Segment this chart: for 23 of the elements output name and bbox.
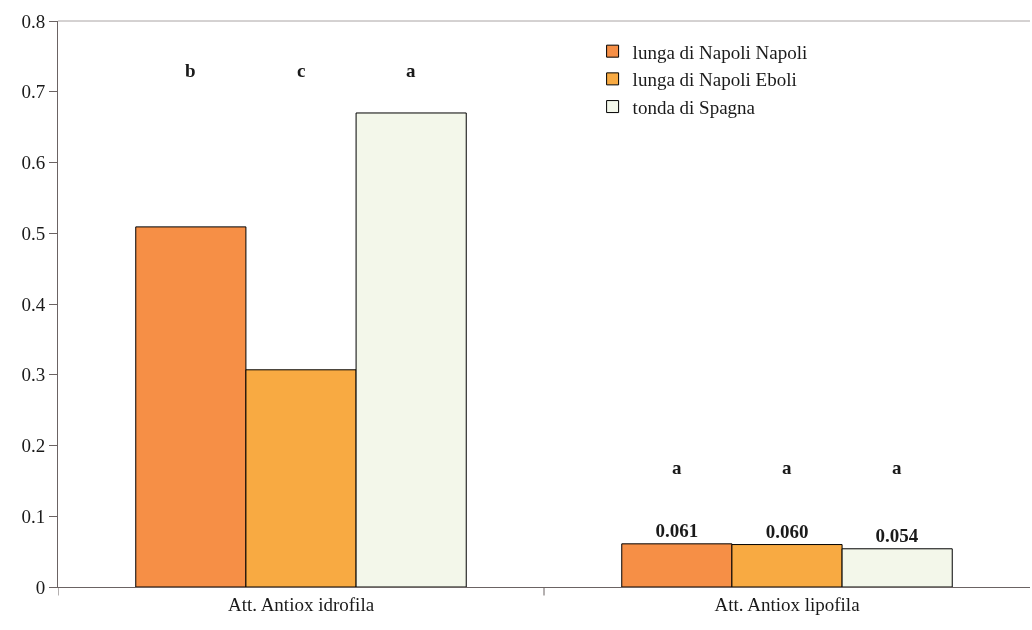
data-label: 0.061 xyxy=(655,519,699,541)
data-label: 0.054 xyxy=(875,524,919,546)
legend-label: lunga di Napoli Napoli xyxy=(632,41,808,63)
y-tick-label: 0.1 xyxy=(21,505,46,527)
y-tick-label: 0.7 xyxy=(21,81,46,103)
legend-label: tonda di Spagna xyxy=(632,96,756,118)
annotation: a xyxy=(672,457,682,478)
y-tick-label: 0.8 xyxy=(21,10,46,32)
annotation: a xyxy=(782,457,792,478)
data-label: 0.060 xyxy=(765,520,809,542)
annotation: a xyxy=(892,457,902,478)
x-tick-label: Att. Antiox idrofila xyxy=(227,593,375,615)
x-tick-label: Att. Antiox lipofila xyxy=(714,593,861,615)
y-tick-label: 0.3 xyxy=(21,364,46,386)
y-tick-label: 0.2 xyxy=(21,435,46,457)
y-tick-label: 0.4 xyxy=(21,293,46,315)
annotation: a xyxy=(406,60,416,81)
legend-label: lunga di Napoli Eboli xyxy=(632,69,797,91)
annotation: c xyxy=(297,60,306,81)
y-tick-label: 0 xyxy=(35,576,46,598)
annotation: b xyxy=(185,60,196,81)
y-tick-label: 0.6 xyxy=(21,152,46,174)
y-tick-label: 0.5 xyxy=(21,222,46,244)
